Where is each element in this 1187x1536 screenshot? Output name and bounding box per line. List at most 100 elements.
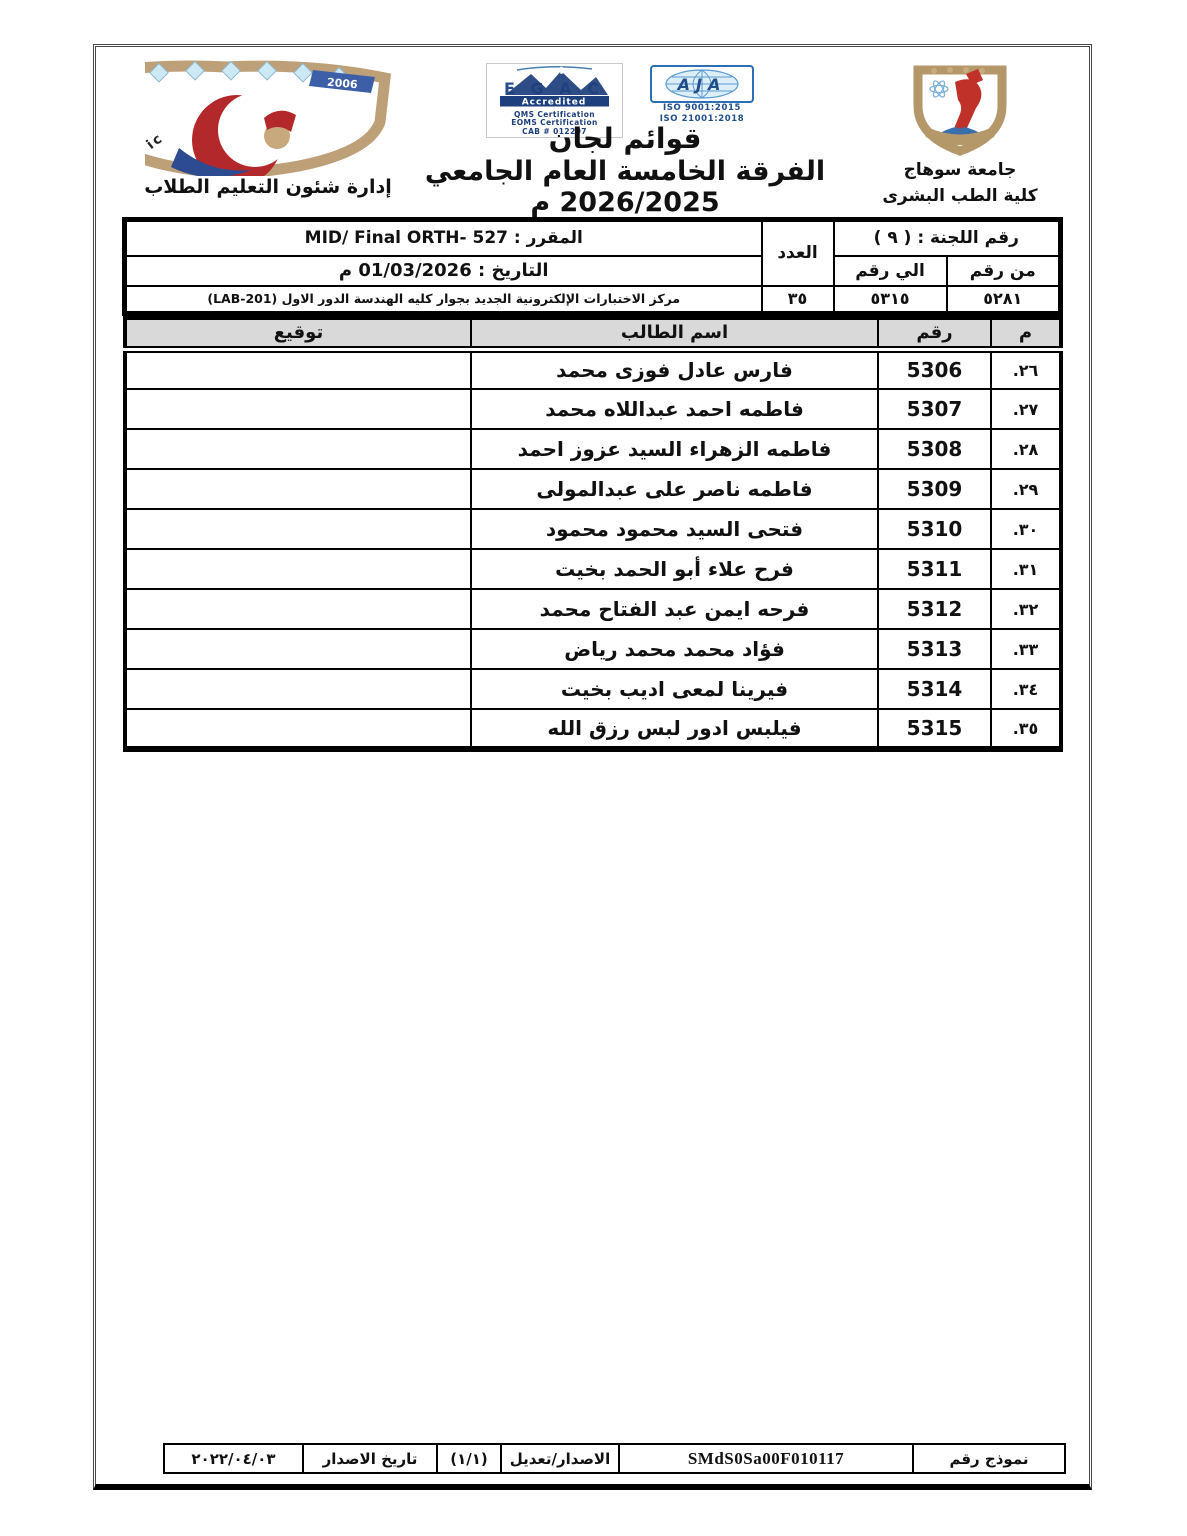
form-number-label-cell: نموذج رقم bbox=[912, 1443, 1066, 1474]
exam-location-cell: مركز الاختبارات الإلكترونية الجديد بجوار… bbox=[123, 284, 763, 315]
number-cell: 5315 bbox=[877, 708, 992, 750]
number-cell: 5309 bbox=[877, 468, 992, 510]
college-name: كلية الطب البشرى bbox=[882, 185, 1038, 206]
egac-cert-line-2: EOMS Certification bbox=[511, 118, 598, 128]
issue-date-label-cell: تاريخ الاصدار bbox=[302, 1443, 438, 1474]
number-cell: 5307 bbox=[877, 388, 992, 430]
number-cell: 5313 bbox=[877, 628, 992, 670]
pharaoh-head-icon bbox=[264, 123, 290, 149]
signature-cell bbox=[124, 548, 472, 590]
signature-cell bbox=[124, 508, 472, 550]
svg-text:AJA: AJA bbox=[676, 75, 727, 94]
name-cell: فيلبس ادور لبس رزق الله bbox=[470, 708, 879, 750]
name-cell: فؤاد محمد محمد رياض bbox=[470, 628, 879, 670]
table-row: ٣٠. 5310 فتحى السيد محمود محمود bbox=[124, 508, 1062, 550]
serial-cell: ٣٣. bbox=[990, 628, 1062, 670]
table-row: ٣١. 5311 فرح علاء أبو الحمد بخيت bbox=[124, 548, 1062, 590]
page-border-frame bbox=[93, 44, 1092, 1490]
pharaoh-figure bbox=[953, 69, 983, 133]
egac-logo: E G A C Accredited QMS Certification EOM… bbox=[486, 63, 623, 138]
serial-cell: ٣٠. bbox=[990, 508, 1062, 550]
egac-arabic-script bbox=[516, 65, 593, 71]
table-row: ٢٨. 5308 فاطمه الزهراء السيد عزوز احمد bbox=[124, 428, 1062, 470]
signature-cell bbox=[124, 588, 472, 630]
aja-logo: AJA ISO 9001:2015 ISO 21001:2018 bbox=[650, 65, 754, 124]
number-column-header: رقم bbox=[877, 317, 992, 353]
university-name: جامعة سوهاج bbox=[903, 160, 1017, 180]
signature-column-header: توقيع bbox=[124, 317, 472, 353]
name-cell: فاطمه ناصر على عبدالمولى bbox=[470, 468, 879, 510]
signature-cell bbox=[124, 668, 472, 710]
name-cell: فتحى السيد محمود محمود bbox=[470, 508, 879, 550]
document-title: قوائم لجان bbox=[548, 122, 702, 155]
table-row: ٣٤. 5314 فيرينا لمعى اديب بخيت bbox=[124, 668, 1062, 710]
committee-number-cell: رقم اللجنة : ( ٩ ) bbox=[832, 218, 1062, 257]
atom-icon bbox=[929, 80, 949, 98]
egac-cert-line-3: CAB # 012207 bbox=[522, 126, 587, 136]
svg-text:2006: 2006 bbox=[326, 76, 358, 92]
aja-iso-line-2: ISO 21001:2018 bbox=[659, 113, 745, 124]
faculty-of-medicine-logo: 2006 سوهاج Faculty of Medic bbox=[145, 60, 391, 176]
name-cell: فرح علاء أبو الحمد بخيت bbox=[470, 548, 879, 590]
name-cell: فارس عادل فوزى محمد bbox=[470, 348, 879, 390]
banner-ribbon bbox=[921, 124, 999, 145]
table-row: ٢٧. 5307 فاطمه احمد عبداللاه محمد bbox=[124, 388, 1062, 430]
to-number-label-cell: الي رقم bbox=[832, 254, 948, 287]
university-name-block: جامعة سوهاج كلية الطب البشرى bbox=[868, 158, 1052, 209]
name-cell: فاطمه الزهراء السيد عزوز احمد bbox=[470, 428, 879, 470]
serial-cell: ٢٦. bbox=[990, 348, 1062, 390]
from-number-value-cell: ٥٢٨١ bbox=[945, 284, 1062, 315]
serial-cell: ٣١. bbox=[990, 548, 1062, 590]
number-cell: 5308 bbox=[877, 428, 992, 470]
students-table-header: م رقم اسم الطالب توقيع bbox=[124, 317, 1062, 353]
signature-cell bbox=[124, 628, 472, 670]
name-column-header: اسم الطالب bbox=[470, 317, 879, 353]
form-code-cell: SMdS0Sa00F010117 bbox=[618, 1443, 914, 1474]
date-cell: التاريخ : 01/03/2026 م bbox=[123, 254, 763, 287]
from-number-label-cell: من رقم bbox=[945, 254, 1062, 287]
table-row: ٣٣. 5313 فؤاد محمد محمد رياض bbox=[124, 628, 1062, 670]
number-cell: 5306 bbox=[877, 348, 992, 390]
faculty-shield-icon: 2006 سوهاج Faculty of Medic bbox=[145, 60, 391, 176]
table-row: ٢٩. 5309 فاطمه ناصر على عبدالمولى bbox=[124, 468, 1062, 510]
serial-cell: ٢٨. bbox=[990, 428, 1062, 470]
sohag-university-logo bbox=[908, 62, 1012, 156]
signature-cell bbox=[124, 388, 472, 430]
number-cell: 5311 bbox=[877, 548, 992, 590]
aja-iso-line-1: ISO 9001:2015 bbox=[663, 103, 741, 113]
serial-cell: ٢٧. bbox=[990, 388, 1062, 430]
signature-cell bbox=[124, 428, 472, 470]
name-cell: فيرينا لمعى اديب بخيت bbox=[470, 668, 879, 710]
course-cell: المقرر : MID/ Final ORTH- 527 bbox=[123, 218, 763, 257]
issue-value-cell: (١/١) bbox=[436, 1443, 502, 1474]
document-subtitle: الفرقة الخامسة العام الجامعي 2026/2025 م bbox=[424, 156, 826, 218]
number-cell: 5314 bbox=[877, 668, 992, 710]
students-table: م رقم اسم الطالب توقيع ٢٦. 5306 فارس عاد… bbox=[123, 316, 1063, 752]
table-row: ٢٦. 5306 فارس عادل فوزى محمد bbox=[124, 348, 1062, 390]
signature-cell bbox=[124, 348, 472, 390]
serial-cell: ٣٥. bbox=[990, 708, 1062, 750]
svg-text:Accredited: Accredited bbox=[522, 98, 587, 108]
form-footer-table: نموذج رقم SMdS0Sa00F010117 الاصدار/تعديل… bbox=[163, 1443, 1066, 1474]
issue-label-cell: الاصدار/تعديل bbox=[500, 1443, 620, 1474]
wave-shape bbox=[171, 148, 251, 176]
name-cell: فاطمه احمد عبداللاه محمد bbox=[470, 388, 879, 430]
university-shield-icon bbox=[913, 65, 1007, 156]
number-cell: 5312 bbox=[877, 588, 992, 630]
table-row: ٣٢. 5312 فرحه ايمن عبد الفتاح محمد bbox=[124, 588, 1062, 630]
faculty-ribbon-2006: 2006 bbox=[309, 70, 375, 93]
serial-cell: ٣٢. bbox=[990, 588, 1062, 630]
serial-cell: ٣٤. bbox=[990, 668, 1062, 710]
table-row: ٣٥. 5315 فيلبس ادور لبس رزق الله bbox=[124, 708, 1062, 750]
department-title: إدارة شئون التعليم الطلاب bbox=[144, 176, 392, 198]
serial-cell: ٢٩. bbox=[990, 468, 1062, 510]
committee-info-table: رقم اللجنة : ( ٩ ) العدد المقرر : MID/ F… bbox=[122, 217, 1063, 316]
serial-column-header: م bbox=[990, 317, 1062, 353]
signature-cell bbox=[124, 468, 472, 510]
aja-globe-icon: AJA bbox=[650, 65, 754, 103]
to-number-value-cell: ٥٣١٥ bbox=[832, 284, 948, 315]
issue-date-value-cell: ٢٠٢٢/٠٤/٠٣ bbox=[163, 1443, 304, 1474]
name-cell: فرحه ايمن عبد الفتاح محمد bbox=[470, 588, 879, 630]
signature-cell bbox=[124, 708, 472, 750]
